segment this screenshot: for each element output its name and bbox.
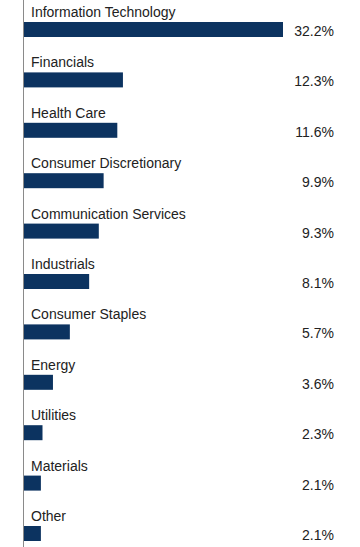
chart-container: Information Technology 32.2% Financials 12.…	[0, 0, 360, 547]
bar	[24, 375, 53, 390]
category-label: Health Care	[31, 105, 106, 121]
bar	[24, 224, 99, 239]
category-label: Consumer Discretionary	[31, 155, 181, 171]
data-label: 12.3%	[294, 73, 334, 89]
chart-svg: Information Technology 32.2% Financials 12.…	[0, 0, 360, 547]
bar	[24, 72, 123, 87]
category-label: Information Technology	[31, 4, 176, 20]
category-label: Other	[31, 508, 66, 524]
bar	[24, 22, 283, 37]
bar	[24, 526, 41, 541]
category-label: Energy	[31, 357, 75, 373]
category-label: Consumer Staples	[31, 306, 146, 322]
category-label: Materials	[31, 458, 88, 474]
data-label: 2.1%	[302, 477, 334, 493]
data-label: 32.2%	[294, 23, 334, 39]
category-label: Industrials	[31, 256, 95, 272]
data-label: 8.1%	[302, 275, 334, 291]
data-label: 3.6%	[302, 376, 334, 392]
data-label: 9.3%	[302, 225, 334, 241]
bar	[24, 274, 89, 289]
data-label: 9.9%	[302, 174, 334, 190]
category-label: Utilities	[31, 407, 76, 423]
category-label: Financials	[31, 54, 94, 70]
bar	[24, 324, 70, 339]
labels: Information Technology 32.2% Financials 12.…	[31, 4, 334, 543]
data-label: 2.3%	[302, 426, 334, 442]
data-label: 11.6%	[295, 124, 334, 140]
bar	[24, 425, 43, 440]
bar	[24, 123, 117, 138]
bar	[24, 173, 104, 188]
data-label: 2.1%	[302, 527, 334, 543]
data-label: 5.7%	[302, 325, 334, 341]
axis-line	[23, 0, 24, 547]
bars	[24, 22, 283, 541]
category-label: Communication Services	[31, 206, 186, 222]
bar	[24, 476, 41, 491]
